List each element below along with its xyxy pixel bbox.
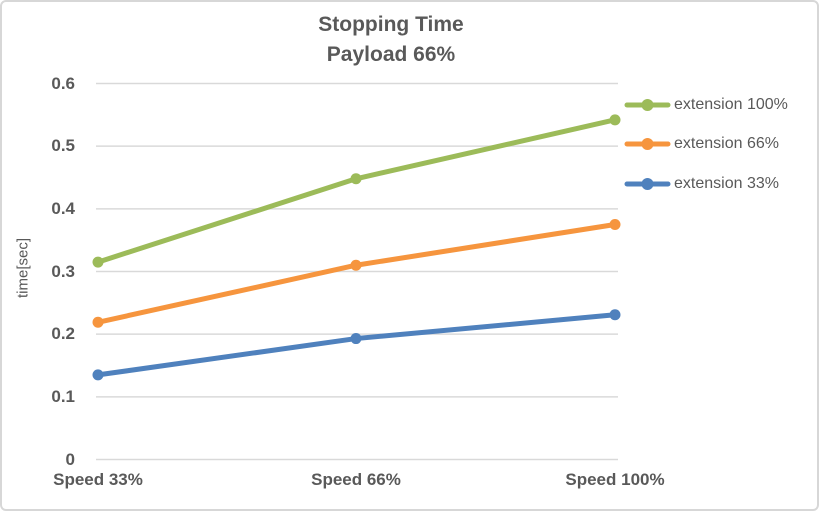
y-tick-label: 0.2 — [51, 324, 75, 344]
data-point-marker — [350, 259, 362, 271]
legend-label: extension 33% — [674, 175, 779, 192]
legend-item-extension-33-: extension 33% — [624, 164, 779, 204]
x-tick-label: Speed 33% — [53, 470, 143, 489]
data-point-marker — [92, 369, 104, 381]
data-point-marker — [92, 316, 104, 328]
x-tick-label: Speed 100% — [565, 470, 665, 489]
y-tick-label: 0.6 — [51, 73, 75, 93]
data-point-marker — [609, 219, 621, 230]
y-tick-label: 0.5 — [51, 136, 75, 156]
legend-label: extension 66% — [674, 135, 779, 152]
legend-item-extension-100-: extension 100% — [624, 85, 788, 125]
legend-key-marker — [641, 99, 654, 111]
y-tick-label: 0.3 — [51, 261, 75, 281]
y-tick-label: 0.1 — [51, 386, 75, 406]
data-point-marker — [350, 173, 362, 185]
data-point-marker — [92, 256, 104, 268]
chart-title: Stopping Time Payload 66% — [2, 10, 780, 71]
chart-title-line2: Payload 66% — [326, 43, 456, 67]
y-tick-label: 0.4 — [51, 198, 75, 218]
data-point-marker — [350, 333, 362, 345]
y-tick-label: 0 — [65, 449, 75, 469]
x-tick-label: Speed 66% — [311, 470, 401, 489]
legend-label: extension 100% — [674, 96, 788, 113]
legend-key-icon — [624, 178, 671, 190]
series-line-extension-33- — [95, 312, 618, 378]
legend-item-extension-66-: extension 66% — [624, 124, 779, 164]
chart-title-line1: Stopping Time — [318, 13, 464, 36]
series-line-extension-100- — [95, 117, 618, 265]
legend-key-marker — [641, 178, 654, 190]
legend-key-icon — [624, 138, 671, 150]
legend-key-icon — [624, 99, 671, 111]
data-point-marker — [609, 114, 621, 126]
legend-key-marker — [641, 138, 654, 150]
data-point-marker — [609, 309, 621, 321]
